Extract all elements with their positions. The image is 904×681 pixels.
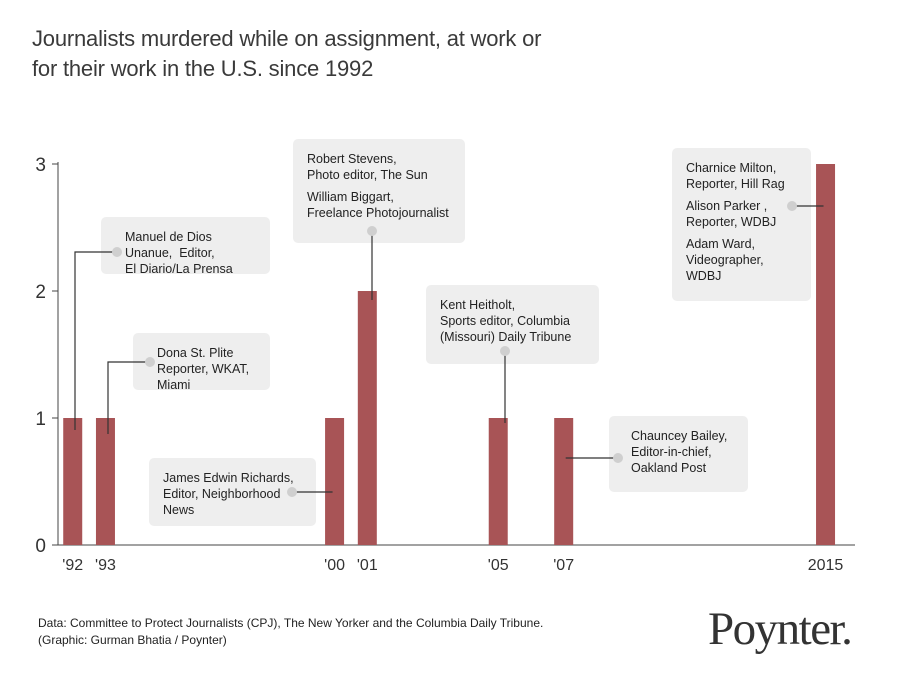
- annotation-line: WDBJ: [686, 269, 722, 283]
- poynter-logo: Poynter.: [708, 603, 853, 655]
- credit-text: (Graphic: Gurman Bhatia / Poynter): [38, 633, 227, 647]
- annotation-line: Sports editor, Columbia: [440, 314, 570, 328]
- annotation-line: Chauncey Bailey,: [631, 429, 728, 443]
- annotation-line: Reporter, Hill Rag: [686, 177, 785, 191]
- annotation-line: Alison Parker ,: [686, 199, 768, 213]
- annotation-box-2015: Charnice Milton, Reporter, Hill Rag Alison…: [672, 148, 811, 301]
- source-note: Data: Committee to Protect Journalists (…: [38, 615, 543, 649]
- annotation-line: News: [163, 503, 195, 517]
- annotation-entry: Alison Parker , Reporter, WDBJ: [686, 198, 797, 230]
- annotation-line: Miami: [157, 378, 191, 392]
- x-tick-label-1992: '92: [62, 557, 83, 574]
- y-tick-label: 0: [35, 536, 46, 557]
- annotation-box-1992: Manuel de Dios Unanue, Editor, El Diario/L…: [101, 217, 270, 277]
- bar-1992: [63, 418, 83, 545]
- x-tick-label-2005: '05: [488, 557, 509, 574]
- annotation-box-2001: Robert Stevens, Photo editor, The Sun Will…: [293, 139, 465, 243]
- annotation-line: Reporter, WKAT,: [157, 362, 250, 376]
- annotation-line: Videographer,: [686, 253, 764, 267]
- annotation-entry: William Biggart, Freelance Photojournalis…: [307, 189, 451, 221]
- annotation-entry: Chauncey Bailey, Editor-in-chief, Oakland …: [631, 428, 734, 476]
- annotation-entry: Manuel de Dios Unanue, Editor, El Diario/L…: [125, 229, 256, 277]
- x-tick-label-2007: '07: [553, 557, 574, 574]
- x-tick-label-2001: '01: [357, 557, 378, 574]
- annotation-line: Unanue, Editor,: [125, 246, 215, 260]
- chart-title-line-2: for their work in the U.S. since 1992: [32, 56, 374, 81]
- annotation-line: Manuel de Dios: [125, 230, 212, 244]
- annotation-line: Freelance Photojournalist: [307, 206, 449, 220]
- annotation-line: Editor-in-chief,: [631, 445, 712, 459]
- annotation-line: Oakland Post: [631, 461, 707, 475]
- annotation-entry: Robert Stevens, Photo editor, The Sun: [307, 151, 451, 183]
- y-tick-label: 2: [35, 282, 46, 303]
- annotation-entry: Kent Heitholt, Sports editor, Columbia (Mi…: [440, 297, 585, 345]
- annotation-line: (Missouri) Daily Tribune: [440, 330, 572, 344]
- annotation-line: Charnice Milton,: [686, 161, 777, 175]
- annotation-line: Adam Ward,: [686, 237, 756, 251]
- annotation-line: William Biggart,: [307, 190, 394, 204]
- y-tick-label: 3: [35, 155, 46, 176]
- x-tick-label-2015: 2015: [808, 557, 844, 574]
- annotation-line: Photo editor, The Sun: [307, 168, 428, 182]
- annotation-line: Editor, Neighborhood: [163, 487, 281, 501]
- bar-2000: [325, 418, 345, 545]
- bar-2015: [816, 164, 836, 545]
- bar-2007: [554, 418, 574, 545]
- annotation-entry: Charnice Milton, Reporter, Hill Rag: [686, 160, 797, 192]
- chart-title: Journalists murdered while on assignment…: [32, 24, 632, 84]
- annotation-line: Robert Stevens,: [307, 152, 397, 166]
- annotation-line: Kent Heitholt,: [440, 298, 516, 312]
- annotation-line: El Diario/La Prensa: [125, 262, 233, 276]
- annotation-entry: Dona St. Plite Reporter, WKAT, Miami: [157, 345, 256, 393]
- annotation-box-2005: Kent Heitholt, Sports editor, Columbia (Mi…: [426, 285, 599, 364]
- annotation-line: James Edwin Richards,: [163, 471, 294, 485]
- x-tick-label-1993: '93: [95, 557, 116, 574]
- annotation-entry: James Edwin Richards, Editor, Neighborhoo…: [163, 470, 302, 518]
- chart-title-line-1: Journalists murdered while on assignment…: [32, 26, 542, 51]
- x-tick-label-2000: '00: [324, 557, 345, 574]
- annotation-box-2007: Chauncey Bailey, Editor-in-chief, Oakland …: [609, 416, 748, 492]
- source-text: Data: Committee to Protect Journalists (…: [38, 616, 544, 630]
- y-tick-label: 1: [35, 409, 46, 430]
- bar-1993: [95, 418, 115, 545]
- bar-2001: [357, 291, 377, 545]
- annotation-line: Dona St. Plite: [157, 346, 234, 360]
- annotation-entry: Adam Ward, Videographer, WDBJ: [686, 236, 797, 284]
- annotation-box-1993: Dona St. Plite Reporter, WKAT, Miami: [133, 333, 270, 393]
- annotation-box-2000: James Edwin Richards, Editor, Neighborhoo…: [149, 458, 316, 526]
- annotation-line: Reporter, WDBJ: [686, 215, 777, 229]
- bar-2005: [488, 418, 508, 545]
